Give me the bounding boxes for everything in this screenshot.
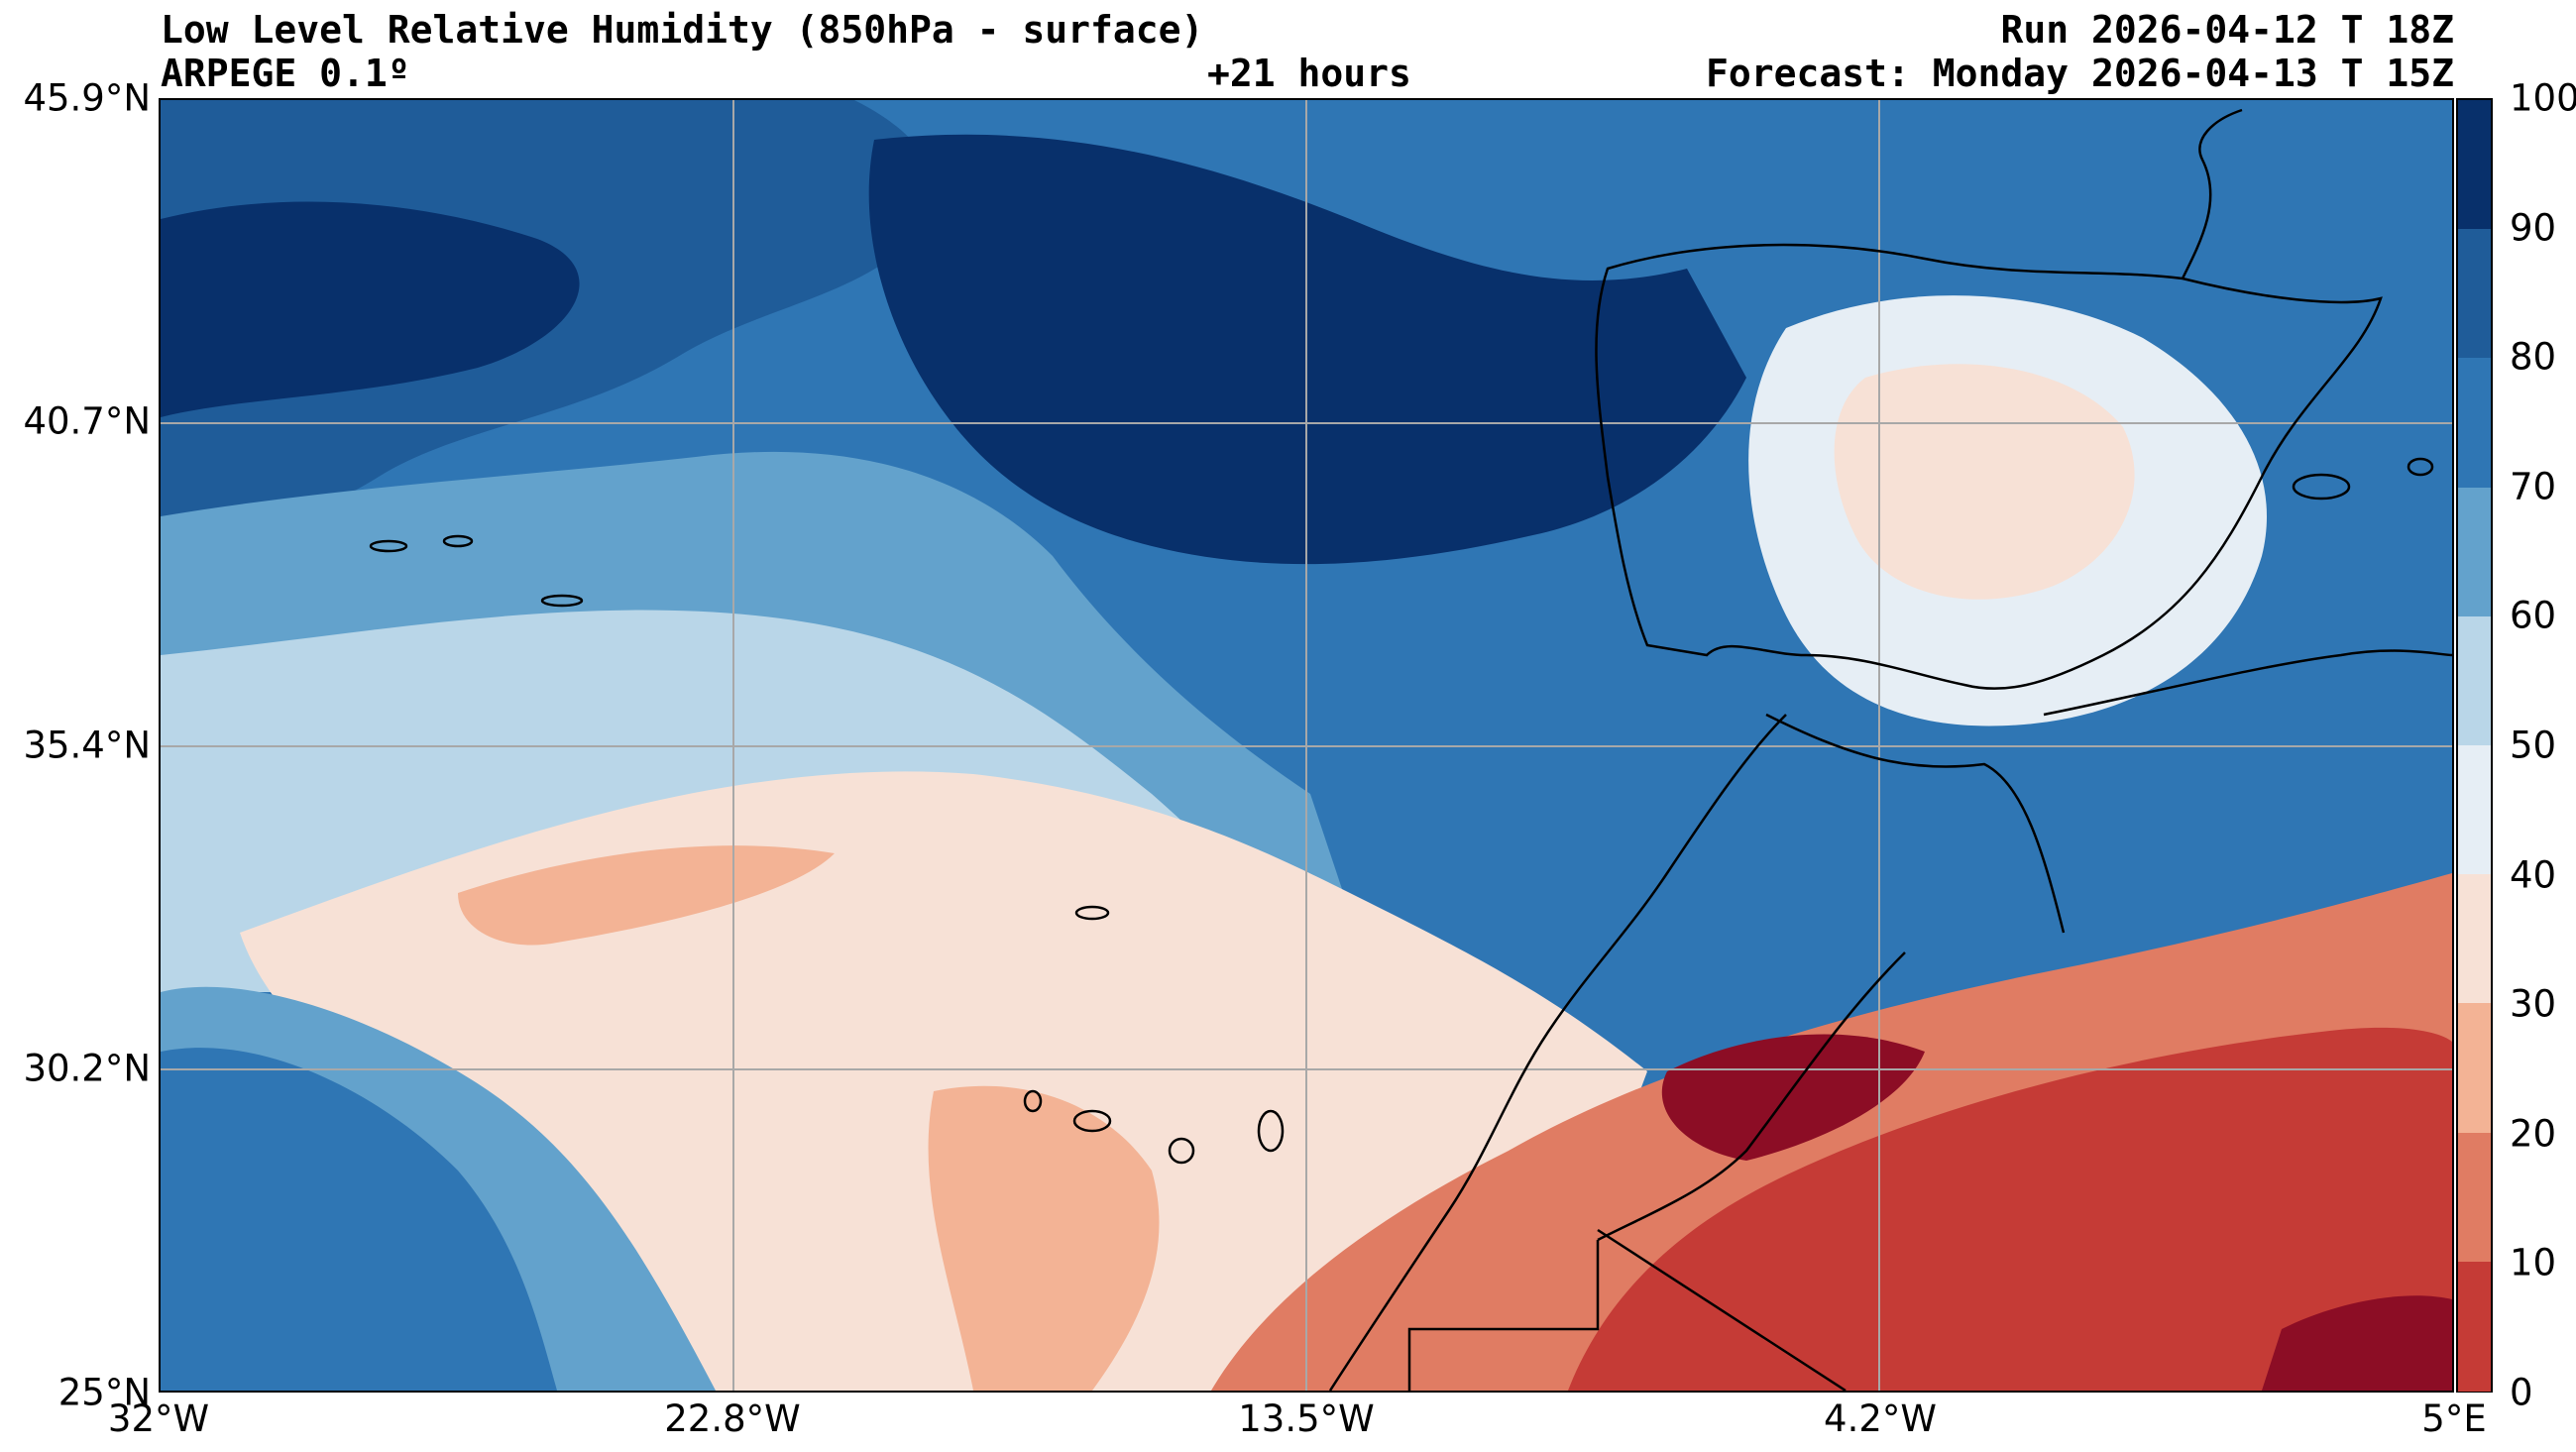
morocco-border (1765, 713, 2066, 934)
colorbar-tick-label: 10 (2510, 1241, 2557, 1284)
colorbar-segment (2458, 358, 2491, 489)
colorbar-segment (2458, 229, 2491, 360)
lat-tick-label: 30.2°N (23, 1047, 151, 1090)
colorbar-tick-label: 0 (2510, 1371, 2533, 1414)
azores-island-3 (540, 594, 584, 608)
lon-tick-label: 4.2°W (1824, 1397, 1937, 1440)
lead-time-label: +21 hours (1207, 52, 1411, 95)
lon-tick-label: 5°E (2421, 1397, 2487, 1440)
lat-tick-label: 25°N (57, 1371, 151, 1414)
canary-island-4 (1257, 1109, 1285, 1153)
balearic-island (2292, 473, 2351, 501)
canary-island-2 (1072, 1109, 1112, 1133)
lon-tick-label: 13.5°W (1238, 1397, 1375, 1440)
morocco-algeria-border (1597, 951, 1906, 1242)
colorbar-segment (2458, 745, 2491, 876)
dry-patch-1 (458, 845, 835, 946)
lon-tick-label: 32°W (107, 1397, 210, 1440)
humidity-map[interactable] (159, 98, 2454, 1393)
map-title: Low Level Relative Humidity (850hPa - su… (161, 8, 1204, 52)
france-coast (2181, 108, 2243, 279)
colorbar-segment (2458, 100, 2491, 231)
colorbar-tick-label: 70 (2510, 465, 2557, 508)
colorbar-tick-label: 20 (2510, 1112, 2557, 1156)
canary-island-3 (1168, 1137, 1195, 1165)
colorbar-tick-label: 30 (2510, 982, 2557, 1026)
colorbar-segment (2458, 1132, 2491, 1263)
colorbar-tick-label: 90 (2510, 206, 2557, 250)
dry-patch-2 (928, 1085, 1160, 1391)
azores-island-1 (369, 539, 408, 553)
morocco-coast (1328, 714, 1787, 1391)
colorbar-tick-label: 80 (2510, 335, 2557, 379)
colorbar-tick-label: 40 (2510, 853, 2557, 897)
sahara-very-dry-1 (1661, 1034, 1925, 1161)
lon-tick-label: 22.8°W (664, 1397, 801, 1440)
colorbar-tick-label: 50 (2510, 724, 2557, 767)
colorbar-segment (2458, 1003, 2491, 1134)
algeria-coast (2043, 649, 2452, 717)
moist-core-north (868, 134, 1746, 565)
moist-patch-west (161, 201, 580, 417)
mauritania-border (1597, 1228, 1847, 1391)
colorbar (2456, 98, 2493, 1393)
canary-island-1 (1023, 1089, 1043, 1113)
colorbar-segment (2458, 1261, 2491, 1392)
colorbar-tick-label: 100 (2510, 76, 2576, 120)
lat-tick-label: 45.9°N (23, 76, 151, 120)
colorbar-segment (2458, 615, 2491, 746)
colorbar-tick-label: 60 (2510, 594, 2557, 637)
coastlines (1328, 108, 2452, 1391)
islands (369, 457, 2434, 1165)
azores-island-2 (442, 534, 474, 548)
forecast-label: Forecast: Monday 2026-04-13 T 15Z (1706, 52, 2454, 95)
madeira-island (1074, 905, 1110, 921)
sardinia-island (2407, 457, 2434, 477)
lat-tick-label: 35.4°N (23, 724, 151, 767)
graticule (161, 100, 2452, 1391)
iberia-coast (1595, 243, 2383, 690)
run-label: Run 2026-04-12 T 18Z (2000, 8, 2454, 52)
colorbar-segment (2458, 487, 2491, 617)
sahara-dry-2 (1568, 1027, 2452, 1391)
lat-tick-label: 40.7°N (23, 399, 151, 443)
moist-sw-core (161, 1048, 557, 1391)
sahara-very-dry-2 (2262, 1295, 2452, 1391)
model-label: ARPEGE 0.1º (161, 52, 410, 95)
sahara-border (1407, 1240, 1600, 1391)
colorbar-segment (2458, 874, 2491, 1005)
